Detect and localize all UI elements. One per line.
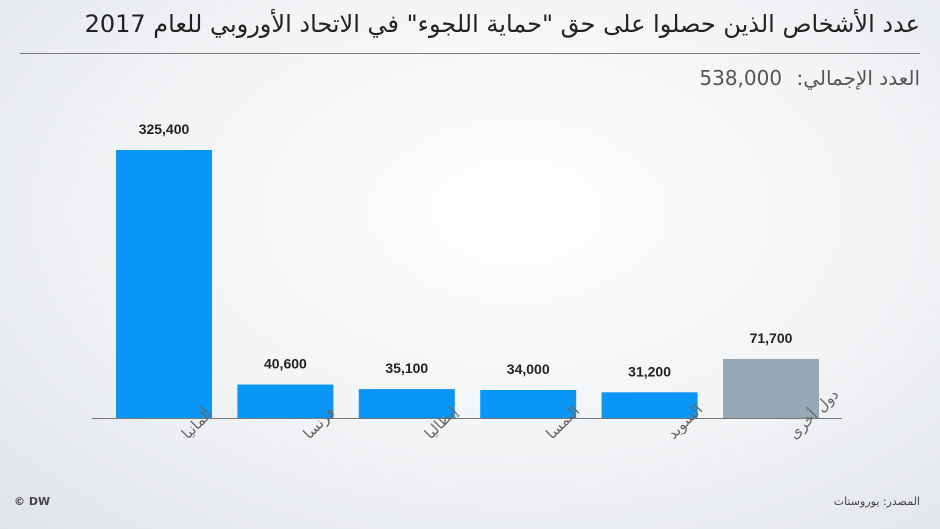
bar-value-label: 40,600: [264, 356, 307, 372]
bar-value-label: 325,400: [139, 121, 190, 137]
total-label: العدد الإجمالي:: [796, 66, 920, 90]
bar-value-label: 31,200: [628, 363, 671, 379]
total-value: 538,000: [699, 66, 783, 90]
bars-group: [116, 150, 819, 418]
copyright: © DW: [14, 495, 51, 508]
bar-value-label: 34,000: [507, 361, 550, 377]
bar-2: [237, 384, 334, 418]
bar-3: [358, 389, 455, 418]
bar-4: [480, 389, 577, 418]
source-note: المصدر: يوروستات: [833, 495, 920, 508]
chart-title: عدد الأشخاص الذين حصلوا على حق "حماية ال…: [84, 10, 920, 38]
bar-5: [601, 392, 698, 418]
bar-6: [723, 358, 819, 418]
title-divider: [20, 53, 920, 54]
bar-value-label: 35,100: [385, 360, 428, 376]
bar-1: [116, 150, 212, 418]
chart-subtitle: العدد الإجمالي: 538,000: [699, 66, 920, 90]
bar-value-label: 71,700: [750, 330, 793, 346]
